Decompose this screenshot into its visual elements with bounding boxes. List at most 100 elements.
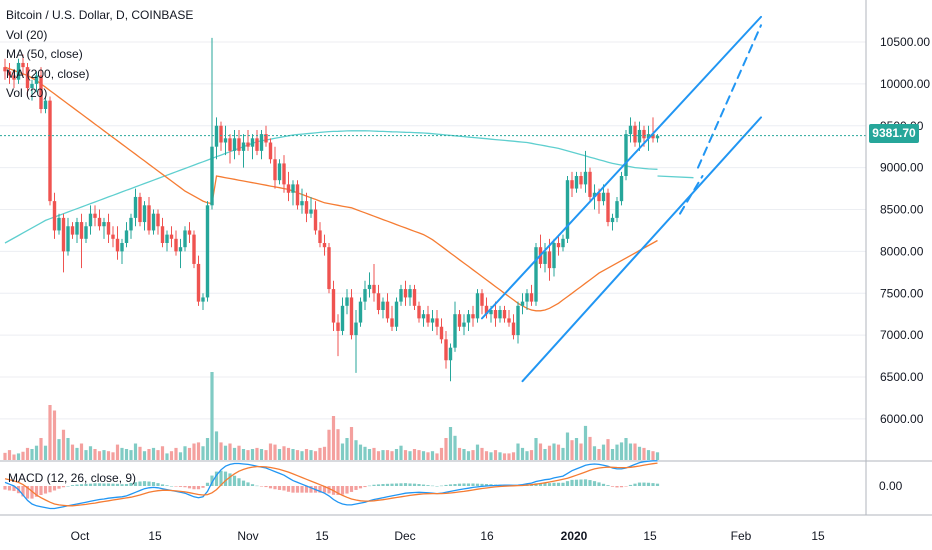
ma200-label[interactable]: MA (200, close)	[6, 66, 90, 81]
candle-body	[448, 347, 453, 361]
volume-bar	[399, 445, 403, 460]
ma200-line	[4, 130, 658, 244]
volume-bar	[601, 444, 606, 460]
candle-body	[457, 314, 462, 327]
time-tick-label: Nov	[237, 529, 258, 543]
volume-bar	[376, 451, 381, 460]
volume-bar	[57, 439, 61, 460]
candle-body	[412, 289, 417, 306]
macd-histogram-bar	[147, 481, 151, 486]
candle-body	[255, 138, 259, 151]
volume-bar	[444, 438, 448, 460]
volume-bar	[435, 453, 439, 460]
ma50-label[interactable]: MA (50, close)	[6, 47, 83, 61]
macd-histogram-bar	[228, 473, 232, 486]
candle-body	[349, 297, 354, 336]
candle-body	[619, 176, 624, 202]
volume-bar	[655, 452, 660, 460]
macd-histogram-bar	[165, 485, 169, 486]
price-tick-label: 6000.00	[880, 412, 924, 426]
candle-body	[156, 213, 160, 227]
volume-bar	[61, 429, 66, 460]
volume-bar	[187, 447, 192, 460]
candle-body	[174, 238, 178, 252]
macd-histogram-bar	[156, 483, 160, 486]
macd-histogram-bar	[214, 471, 219, 486]
candle-body	[417, 305, 421, 319]
candle-body	[372, 284, 376, 294]
macd-histogram-bar	[399, 483, 403, 486]
candle-body	[588, 171, 592, 197]
macd-histogram-bar	[232, 475, 237, 486]
candle-body	[79, 222, 84, 239]
symbol-title[interactable]: Bitcoin / U.S. Dollar, D, COINBASE	[6, 8, 194, 22]
candle-body	[322, 243, 327, 248]
volume-bar	[511, 452, 516, 460]
price-tick-label: 7000.00	[880, 328, 924, 342]
trend-channel[interactable]	[481, 15, 762, 383]
price-tick-label: 10000.00	[880, 77, 930, 91]
candle-body	[651, 134, 655, 139]
volume-bar	[97, 451, 102, 460]
macd-histogram-bar	[547, 483, 552, 486]
macd-histogram-bar	[21, 486, 25, 497]
vol-label-2[interactable]: Vol (20)	[6, 86, 48, 100]
macd-histogram-bar	[471, 483, 475, 486]
candle-body	[385, 301, 390, 319]
candle-body	[214, 125, 219, 147]
volume-bar	[196, 442, 201, 460]
volume-bar	[93, 449, 97, 460]
macd-histogram-bar	[426, 485, 430, 486]
candle-body	[363, 289, 367, 302]
volume-bar	[390, 451, 394, 460]
macd-histogram-bar	[169, 486, 174, 487]
volume-bar	[475, 444, 480, 460]
volume-bar	[363, 446, 367, 460]
volume-bar	[169, 451, 174, 460]
volume-bar	[75, 447, 79, 460]
volume-bar	[115, 444, 120, 460]
macd-pane	[0, 460, 932, 510]
volume-bar	[241, 449, 246, 460]
macd-histogram-bar	[583, 479, 588, 486]
volume-bar	[619, 442, 624, 460]
volume-bar	[70, 444, 75, 460]
macd-histogram-bar	[111, 483, 115, 486]
volume-bar	[331, 416, 336, 460]
grid	[0, 41, 866, 420]
volume-bar	[228, 443, 232, 460]
candle-body	[147, 205, 151, 231]
candle-body	[205, 205, 210, 298]
candle-body	[129, 217, 133, 231]
vol-label-1[interactable]: Vol (20)	[6, 27, 48, 42]
volume-bar	[372, 447, 376, 460]
macd-histogram-bar	[475, 483, 480, 486]
volume-bar	[66, 438, 70, 460]
candle-body	[70, 226, 75, 235]
candle-body	[552, 243, 556, 269]
macd-histogram-bar	[417, 484, 421, 486]
volume-bar	[606, 439, 610, 460]
volume-bar	[462, 449, 466, 460]
candle-body	[565, 180, 570, 239]
macd-histogram-bar	[349, 486, 354, 492]
candle-body	[601, 192, 606, 202]
candle-body	[160, 226, 165, 243]
candle-body	[439, 326, 444, 340]
macd-histogram-bar	[444, 484, 448, 486]
macd-histogram-bar	[633, 483, 637, 486]
candle-body	[493, 310, 498, 319]
macd-histogram-bar	[385, 483, 390, 486]
ma50-path	[4, 66, 658, 312]
macd-label[interactable]: MACD (12, 26, close, 9)	[8, 471, 137, 485]
macd-histogram-bar	[561, 482, 565, 486]
volume-bar	[286, 447, 291, 460]
volume-bar	[52, 410, 57, 460]
volume-bar	[358, 444, 363, 460]
candle-body	[48, 100, 52, 202]
time-tick-label: Dec	[394, 529, 415, 543]
macd-histogram-bar	[354, 486, 358, 490]
macd-histogram-bar	[304, 486, 309, 493]
macd-histogram-bar	[363, 486, 367, 488]
